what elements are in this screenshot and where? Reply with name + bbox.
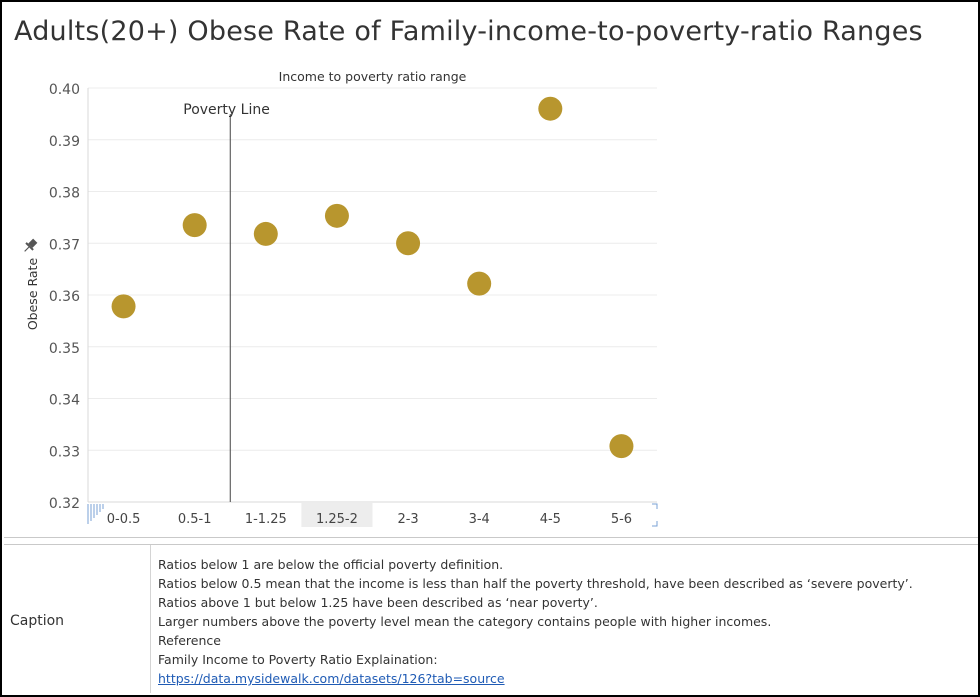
- data-point[interactable]: [467, 271, 492, 296]
- caption-separator: [150, 545, 151, 693]
- data-point[interactable]: [538, 96, 563, 121]
- category-band: [301, 503, 373, 527]
- x-tick-label: 5-6: [611, 512, 632, 527]
- pin-icon: [24, 238, 38, 252]
- data-point[interactable]: [609, 434, 634, 459]
- chart-title: Income to poverty ratio range: [279, 69, 467, 84]
- caption-line: Ratios above 1 but below 1.25 have been …: [158, 595, 598, 610]
- x-tick-label: 0.5-1: [178, 512, 212, 527]
- reference-line-group: Poverty Line: [183, 102, 270, 502]
- x-tick-label: 2-3: [397, 512, 418, 527]
- highlighted-category-band: [301, 503, 373, 527]
- axis-labels: 0.40 0.39 0.38 0.37 0.36 0.35 0.34 0.33 0.32 0-0.…: [24, 69, 632, 527]
- data-point[interactable]: [182, 213, 207, 238]
- pin-icon-head: [28, 238, 38, 248]
- caption-label: Caption: [10, 613, 65, 629]
- axes: [87, 88, 658, 527]
- corner-bracket: [652, 521, 658, 527]
- x-tick-label: 3-4: [469, 512, 490, 527]
- caption-line: Family Income to Poverty Ratio Explainat…: [158, 652, 438, 667]
- reference-link[interactable]: https://data.mysidewalk.com/datasets/126…: [158, 671, 505, 686]
- y-tick-label: 0.34: [49, 393, 80, 409]
- caption-line: Ratios below 0.5 mean that the income is…: [158, 576, 913, 591]
- y-tick-label: 0.36: [49, 289, 80, 305]
- section-divider: [4, 537, 978, 538]
- x-tick-label: 4-5: [540, 512, 561, 527]
- pin-icon-needle: [24, 246, 30, 252]
- data-point[interactable]: [396, 231, 421, 256]
- pin-icon-base: [25, 242, 34, 251]
- caption-line: Larger numbers above the poverty level m…: [158, 614, 772, 629]
- data-point[interactable]: [111, 294, 136, 319]
- y-tick-label: 0.39: [49, 134, 80, 150]
- scatter-chart[interactable]: Poverty Line 0.40 0.39 0.38 0.37 0.36 0.35 0.3…: [2, 2, 978, 537]
- x-tick-label: 1.25-2: [316, 512, 358, 527]
- dashboard-title: Adults(20+) Obese Rate of Family-income-…: [14, 16, 923, 47]
- y-axis-title: Obese Rate: [25, 258, 40, 331]
- poverty-line-label: Poverty Line: [183, 102, 270, 118]
- data-point[interactable]: [324, 203, 349, 228]
- data-points[interactable]: [111, 96, 634, 459]
- y-tick-label: 0.37: [49, 237, 80, 253]
- caption-line: Ratios below 1 are below the official po…: [158, 557, 504, 572]
- y-tick-label: 0.40: [49, 82, 80, 98]
- axis-corner-hatch: [87, 504, 104, 524]
- section-divider: [4, 544, 978, 545]
- caption-line: Reference: [158, 633, 221, 648]
- data-point[interactable]: [253, 221, 278, 246]
- corner-bracket: [652, 503, 658, 509]
- x-tick-label: 0-0.5: [107, 512, 141, 527]
- gridlines: [88, 87, 657, 503]
- y-tick-label: 0.38: [49, 186, 80, 202]
- x-tick-label: 1-1.25: [245, 512, 287, 527]
- caption-body: Ratios below 1 are below the official po…: [158, 555, 913, 688]
- y-tick-label: 0.32: [49, 496, 80, 512]
- y-tick-label: 0.33: [49, 444, 80, 460]
- y-tick-label: 0.35: [49, 341, 80, 357]
